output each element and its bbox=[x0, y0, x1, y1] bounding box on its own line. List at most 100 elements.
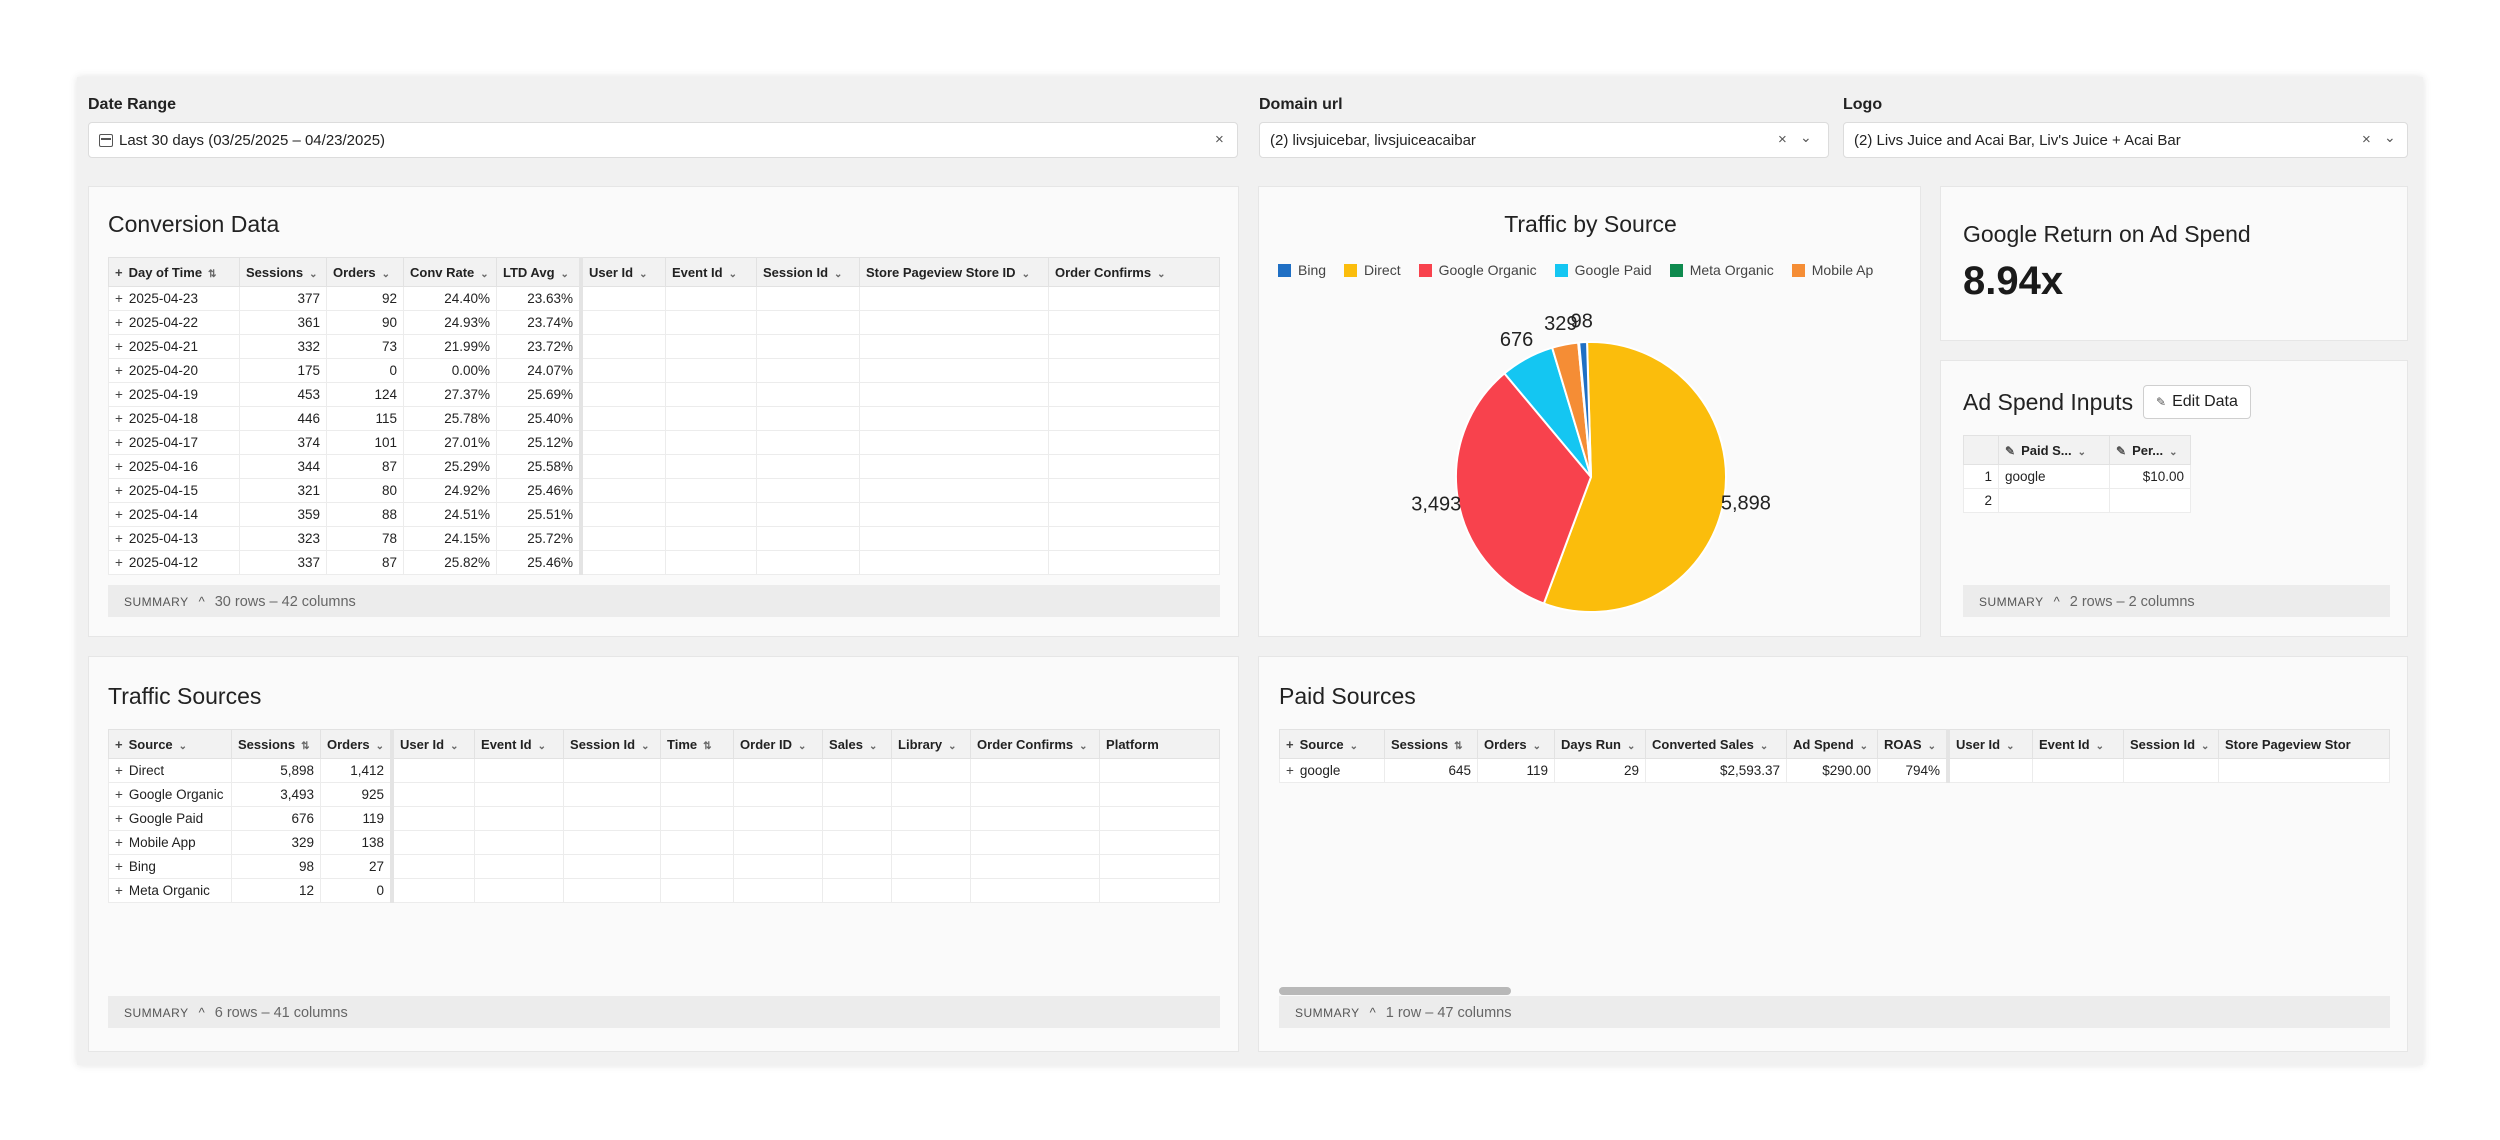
table-row[interactable]: +2025-04-13 323 78 24.15% 25.72% bbox=[108, 526, 1220, 551]
table-row[interactable]: +2025-04-15 321 80 24.92% 25.46% bbox=[108, 478, 1220, 503]
col-header[interactable]: Event Id ⌄ bbox=[2032, 729, 2124, 759]
domain-url-control[interactable]: (2) livsjuicebar, livsjuiceacaibar × ⌄ bbox=[1259, 122, 1829, 158]
chevron-down-icon[interactable]: ⌄ bbox=[2384, 129, 2396, 145]
expand-icon[interactable]: + bbox=[115, 555, 123, 570]
expand-icon[interactable]: + bbox=[115, 811, 123, 826]
expand-icon[interactable]: + bbox=[115, 835, 123, 850]
col-header[interactable]: Order Confirms ⌄ bbox=[970, 729, 1101, 759]
col-header[interactable]: ✎ Paid S... ⌄ bbox=[1998, 435, 2110, 465]
expand-icon[interactable]: + bbox=[115, 411, 123, 426]
clear-icon[interactable]: × bbox=[1215, 131, 1224, 148]
col-header[interactable]: Platform bbox=[1099, 729, 1220, 759]
paid-sources-summary-bar[interactable]: SUMMARY ^ 1 row – 47 columns bbox=[1279, 996, 2390, 1028]
col-header[interactable]: Event Id ⌄ bbox=[474, 729, 565, 759]
col-header[interactable]: Time ⇅ bbox=[660, 729, 735, 759]
col-header[interactable]: Sessions ⇅ bbox=[231, 729, 321, 759]
col-header[interactable]: Converted Sales ⌄ bbox=[1645, 729, 1787, 759]
col-header[interactable]: Sales ⌄ bbox=[822, 729, 893, 759]
ad-spend-table[interactable]: ✎ Paid S... ⌄ ✎ Per... ⌄ 1 google $10.00 2 bbox=[1963, 435, 2191, 513]
expand-icon[interactable]: + bbox=[115, 387, 123, 402]
col-header[interactable]: Store Pageview Stor bbox=[2218, 729, 2390, 759]
expand-icon[interactable]: + bbox=[115, 363, 123, 378]
table-row[interactable]: +2025-04-16 344 87 25.29% 25.58% bbox=[108, 454, 1220, 479]
expand-icon[interactable]: + bbox=[115, 459, 123, 474]
pie-slice[interactable] bbox=[1578, 341, 1592, 478]
col-header[interactable]: LTD Avg ⌄ bbox=[496, 257, 583, 287]
caret-up-icon[interactable]: ^ bbox=[1369, 1005, 1376, 1020]
expand-icon[interactable]: + bbox=[115, 531, 123, 546]
pie-slice[interactable] bbox=[1455, 372, 1593, 605]
clear-icon[interactable]: × bbox=[2362, 131, 2371, 148]
logo-control[interactable]: (2) Livs Juice and Acai Bar, Liv's Juice… bbox=[1843, 122, 2408, 158]
table-row[interactable]: + Mobile App 329 138 bbox=[108, 830, 1220, 855]
legend-item[interactable]: Bing bbox=[1278, 262, 1326, 278]
col-header[interactable]: Store Pageview Store ID ⌄ bbox=[859, 257, 1049, 287]
paid-sources-table[interactable]: + Source ⌄ Sessions ⇅ Orders ⌄ Days Run ⌄ Con… bbox=[1279, 729, 2390, 783]
legend-item[interactable]: Google Organic bbox=[1418, 262, 1537, 278]
ad-spend-summary-bar[interactable]: SUMMARY ^ 2 rows – 2 columns bbox=[1963, 585, 2390, 617]
table-row[interactable]: 2 bbox=[1963, 488, 2191, 513]
table-row[interactable]: + google 645 119 29 $2,593.37 $290.00 794% bbox=[1279, 758, 2390, 783]
table-row[interactable]: 1 google $10.00 bbox=[1963, 464, 2191, 489]
caret-up-icon[interactable]: ^ bbox=[2053, 594, 2060, 609]
col-header[interactable]: Conv Rate ⌄ bbox=[403, 257, 497, 287]
col-header[interactable]: Library ⌄ bbox=[891, 729, 972, 759]
col-header[interactable]: Sessions ⇅ bbox=[1384, 729, 1478, 759]
table-row[interactable]: +2025-04-22 361 90 24.93% 23.74% bbox=[108, 310, 1220, 335]
edit-data-button[interactable]: ✎ Edit Data bbox=[2143, 385, 2251, 419]
col-header[interactable]: Event Id ⌄ bbox=[665, 257, 757, 287]
table-row[interactable]: + Meta Organic 12 0 bbox=[108, 878, 1220, 903]
col-header[interactable]: Sessions ⌄ bbox=[239, 257, 327, 287]
table-row[interactable]: +2025-04-20 175 0 0.00% 24.07% bbox=[108, 358, 1220, 383]
table-row[interactable]: +2025-04-18 446 115 25.78% 25.40% bbox=[108, 406, 1220, 431]
legend-item[interactable]: Meta Organic bbox=[1669, 262, 1774, 278]
col-header[interactable]: User Id ⌄ bbox=[580, 257, 666, 287]
legend-item[interactable]: Mobile Ap bbox=[1791, 262, 1873, 278]
table-row[interactable]: + Google Organic 3,493 925 bbox=[108, 782, 1220, 807]
conversion-data-table[interactable]: + Day of Time ⇅ Sessions ⌄ Orders ⌄ Conv Rat… bbox=[108, 257, 1220, 575]
col-header[interactable]: ✎ Per... ⌄ bbox=[2109, 435, 2191, 465]
expand-icon[interactable]: + bbox=[1286, 763, 1294, 778]
traffic-sources-summary-bar[interactable]: SUMMARY ^ 6 rows – 41 columns bbox=[108, 996, 1220, 1028]
expand-icon[interactable]: + bbox=[115, 483, 123, 498]
date-range-control[interactable]: Last 30 days (03/25/2025 – 04/23/2025) × bbox=[88, 122, 1238, 158]
horizontal-scrollbar[interactable] bbox=[1279, 987, 1511, 995]
expand-icon[interactable]: + bbox=[115, 435, 123, 450]
col-header[interactable]: ROAS ⌄ bbox=[1877, 729, 1950, 759]
col-header[interactable]: Session Id ⌄ bbox=[563, 729, 662, 759]
col-header[interactable]: Orders ⌄ bbox=[326, 257, 404, 287]
table-row[interactable]: +2025-04-23 377 92 24.40% 23.63% bbox=[108, 286, 1220, 311]
table-row[interactable]: + Direct 5,898 1,412 bbox=[108, 758, 1220, 783]
expand-icon[interactable]: + bbox=[115, 763, 123, 778]
table-row[interactable]: + Bing 98 27 bbox=[108, 854, 1220, 879]
table-row[interactable]: +2025-04-14 359 88 24.51% 25.51% bbox=[108, 502, 1220, 527]
col-header[interactable]: Session Id ⌄ bbox=[756, 257, 860, 287]
expand-icon[interactable]: + bbox=[115, 883, 123, 898]
expand-icon[interactable]: + bbox=[115, 339, 123, 354]
caret-up-icon[interactable]: ^ bbox=[198, 594, 205, 609]
table-row[interactable]: +2025-04-21 332 73 21.99% 23.72% bbox=[108, 334, 1220, 359]
col-header[interactable]: User Id ⌄ bbox=[391, 729, 476, 759]
col-header[interactable]: Ad Spend ⌄ bbox=[1786, 729, 1878, 759]
expand-icon[interactable]: + bbox=[115, 315, 123, 330]
expand-icon[interactable]: + bbox=[115, 507, 123, 522]
expand-icon[interactable]: + bbox=[115, 859, 123, 874]
col-header[interactable]: Orders ⌄ bbox=[320, 729, 395, 759]
col-header[interactable]: Order ID ⌄ bbox=[733, 729, 824, 759]
col-header[interactable]: Session Id ⌄ bbox=[2123, 729, 2219, 759]
col-header[interactable]: + Source ⌄ bbox=[108, 729, 232, 759]
table-row[interactable]: + Google Paid 676 119 bbox=[108, 806, 1220, 831]
traffic-sources-table[interactable]: + Source ⌄ Sessions ⇅ Orders ⌄ User Id ⌄ Even… bbox=[108, 729, 1220, 903]
table-row[interactable]: +2025-04-17 374 101 27.01% 25.12% bbox=[108, 430, 1220, 455]
col-header[interactable]: + Source ⌄ bbox=[1279, 729, 1385, 759]
col-header[interactable]: Orders ⌄ bbox=[1477, 729, 1555, 759]
table-row[interactable]: +2025-04-12 337 87 25.82% 25.46% bbox=[108, 550, 1220, 575]
table-row[interactable]: +2025-04-19 453 124 27.37% 25.69% bbox=[108, 382, 1220, 407]
expand-icon[interactable]: + bbox=[115, 291, 123, 306]
legend-item[interactable]: Direct bbox=[1344, 262, 1401, 278]
clear-icon[interactable]: × bbox=[1778, 131, 1787, 148]
chevron-down-icon[interactable]: ⌄ bbox=[1800, 129, 1812, 145]
col-header[interactable]: + Day of Time ⇅ bbox=[108, 257, 240, 287]
expand-icon[interactable]: + bbox=[115, 787, 123, 802]
col-header[interactable]: Days Run ⌄ bbox=[1554, 729, 1646, 759]
